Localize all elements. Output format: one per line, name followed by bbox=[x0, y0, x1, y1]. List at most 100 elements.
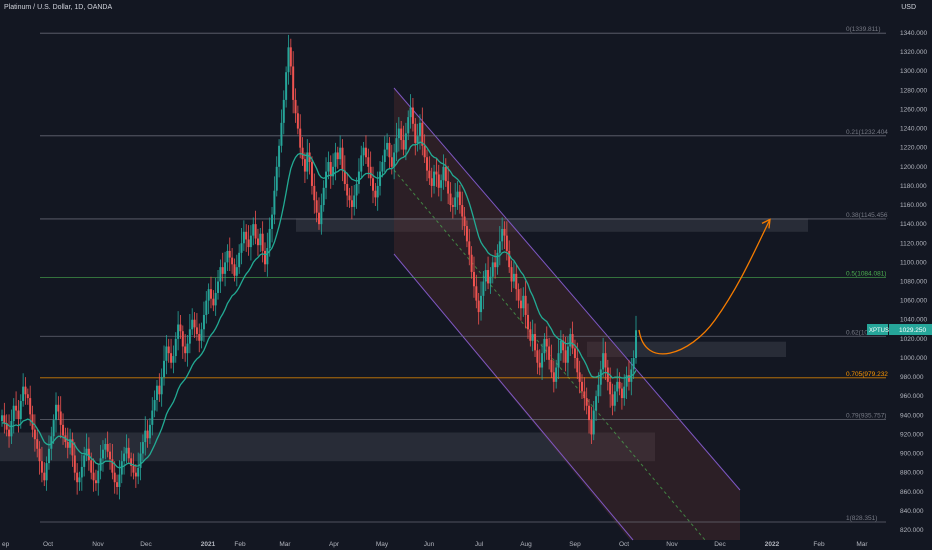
candle-body-100 bbox=[235, 267, 238, 276]
time-axis-labels: ep Oct Nov Dec 2021 Feb Mar Apr May Jun Jul Aug Sep O… bbox=[2, 541, 868, 548]
y-tick-label-7: 960.000 bbox=[900, 393, 924, 400]
candle-body-199 bbox=[468, 241, 471, 255]
candle-body-143 bbox=[336, 152, 339, 160]
candle-body-238 bbox=[559, 340, 562, 354]
candle-body-265 bbox=[623, 386, 626, 399]
candle-body-60 bbox=[141, 442, 144, 454]
candle-body-64 bbox=[151, 410, 154, 425]
candle-body-154 bbox=[362, 147, 365, 156]
candle-body-241 bbox=[566, 346, 569, 363]
candle-body-172 bbox=[404, 133, 407, 150]
candle-body-119 bbox=[280, 122, 283, 146]
candle-body-56 bbox=[132, 465, 135, 473]
candle-body-254 bbox=[597, 384, 600, 397]
candle-body-206 bbox=[484, 270, 487, 282]
candle-body-26 bbox=[62, 424, 65, 436]
candle-body-38 bbox=[90, 460, 93, 473]
price-axis[interactable] bbox=[888, 0, 932, 550]
candle-body-208 bbox=[489, 276, 492, 284]
candle-body-39 bbox=[92, 472, 95, 481]
projection-arrowhead bbox=[761, 218, 771, 229]
candle-body-44 bbox=[104, 443, 107, 450]
candle-body-261 bbox=[613, 391, 616, 406]
candle-body-107 bbox=[252, 224, 255, 236]
x-tick-label-8: May bbox=[376, 541, 389, 548]
candle-body-259 bbox=[609, 381, 612, 395]
candle-body-98 bbox=[231, 257, 234, 265]
candle-body-230 bbox=[541, 353, 544, 368]
candle-body-77 bbox=[181, 331, 184, 347]
candle-body-196 bbox=[461, 205, 464, 217]
candle-body-173 bbox=[407, 117, 410, 134]
candle-body-57 bbox=[134, 472, 137, 477]
x-tick-label-7: Apr bbox=[329, 541, 340, 548]
candle-body-162 bbox=[381, 162, 384, 172]
candle-body-40 bbox=[94, 480, 97, 484]
candle-body-170 bbox=[400, 128, 403, 141]
candle-body-48 bbox=[113, 472, 116, 483]
top-zone bbox=[296, 218, 808, 232]
candle-body-240 bbox=[564, 350, 567, 363]
candle-body-144 bbox=[339, 147, 342, 160]
candle-body-211 bbox=[496, 252, 499, 268]
candle-body-36 bbox=[85, 448, 88, 456]
candle-body-176 bbox=[414, 123, 417, 143]
candle-body-218 bbox=[512, 273, 515, 282]
candle-body-81 bbox=[191, 319, 194, 330]
candle-body-130 bbox=[306, 152, 309, 172]
candle-body-21 bbox=[50, 436, 53, 449]
candle-body-169 bbox=[397, 128, 400, 139]
candle-body-226 bbox=[531, 334, 534, 341]
fib-label-3: 0.5(1084.081) bbox=[846, 271, 886, 278]
candle-body-53 bbox=[125, 447, 128, 454]
y-tick-label-23: 1280.000 bbox=[900, 87, 927, 94]
candle-body-10 bbox=[24, 386, 27, 395]
candle-body-23 bbox=[55, 404, 58, 421]
x-tick-label-12: Sep bbox=[569, 541, 581, 548]
candle-body-112 bbox=[263, 250, 266, 265]
candle-body-116 bbox=[273, 190, 276, 215]
candle-body-67 bbox=[158, 385, 161, 395]
candle-body-198 bbox=[465, 226, 468, 242]
candle-body-222 bbox=[522, 295, 525, 309]
y-tick-label-3: 880.000 bbox=[900, 470, 924, 477]
y-tick-label-9: 1000.000 bbox=[900, 355, 927, 362]
candle-body-252 bbox=[592, 410, 595, 435]
candle-body-137 bbox=[322, 187, 325, 206]
candle-body-180 bbox=[423, 145, 426, 158]
candle-body-18 bbox=[43, 472, 46, 481]
fib-label-0: 0(1339.811) bbox=[846, 26, 881, 33]
candle-body-244 bbox=[573, 348, 576, 358]
x-tick-label-0: ep bbox=[2, 541, 10, 548]
candle-body-207 bbox=[487, 270, 490, 284]
candle-body-126 bbox=[296, 113, 299, 129]
candle-body-197 bbox=[463, 216, 466, 227]
price-tag-text: 1029.250 bbox=[899, 327, 926, 334]
candle-body-202 bbox=[475, 286, 478, 301]
y-tick-label-1: 840.000 bbox=[900, 508, 924, 515]
candle-body-190 bbox=[447, 181, 450, 194]
candle-body-245 bbox=[576, 357, 579, 373]
candle-body-263 bbox=[618, 381, 621, 389]
candle-body-136 bbox=[320, 205, 323, 225]
candle-body-109 bbox=[256, 238, 259, 246]
candle-body-31 bbox=[73, 455, 76, 473]
candle-body-233 bbox=[548, 346, 551, 360]
candle-body-152 bbox=[357, 171, 360, 185]
candle-body-37 bbox=[87, 448, 90, 461]
candle-body-164 bbox=[386, 142, 389, 150]
candle-body-221 bbox=[519, 300, 522, 309]
candle-body-158 bbox=[372, 178, 375, 191]
price-tag-bg bbox=[889, 324, 932, 336]
candle-body-117 bbox=[275, 166, 278, 191]
x-tick-label-11: Aug bbox=[520, 541, 532, 548]
candle-body-43 bbox=[101, 449, 104, 459]
candle-body-15 bbox=[36, 439, 39, 449]
candle-body-141 bbox=[332, 166, 335, 177]
candle-body-165 bbox=[388, 142, 391, 158]
candle-body-191 bbox=[449, 193, 452, 206]
candle-body-182 bbox=[428, 170, 431, 179]
x-tick-label-3: Dec bbox=[140, 541, 152, 548]
candle-body-82 bbox=[193, 319, 196, 328]
